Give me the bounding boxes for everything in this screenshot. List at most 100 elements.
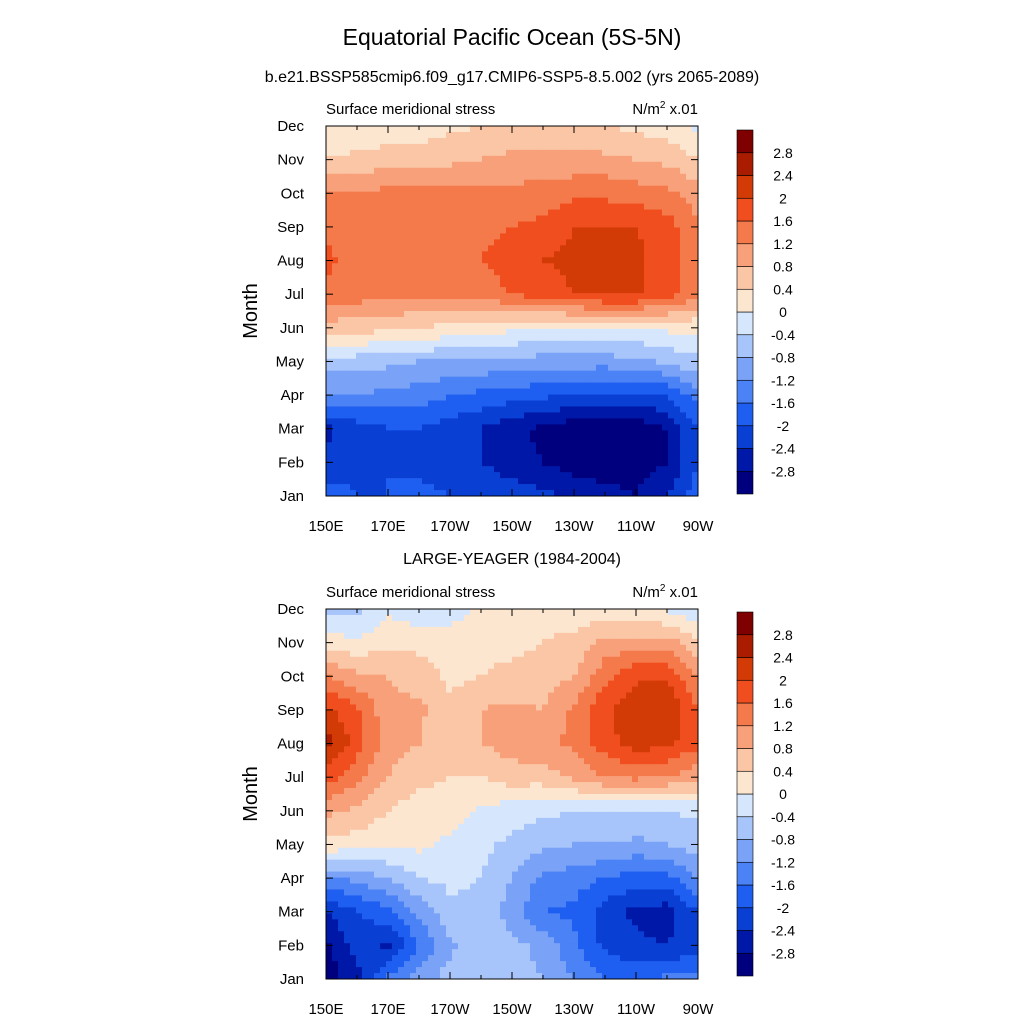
- contour-cell: [626, 364, 633, 372]
- contour-cell: [680, 149, 687, 157]
- contour-cell: [380, 197, 387, 205]
- contour-cell: [686, 692, 693, 700]
- contour-cell: [506, 424, 513, 431]
- contour-cell: [692, 137, 698, 145]
- contour-cell: [488, 197, 495, 205]
- contour-cell: [446, 287, 453, 294]
- contour-cell: [566, 299, 573, 306]
- contour-cell: [494, 155, 501, 163]
- contour-cell: [674, 364, 681, 372]
- contour-cell: [578, 143, 585, 151]
- contour-cell: [542, 316, 549, 324]
- contour-cell: [332, 191, 339, 199]
- contour-cell: [566, 376, 573, 384]
- contour-cell: [518, 233, 525, 240]
- contour-cell: [536, 650, 543, 658]
- contour-cell: [662, 436, 669, 443]
- contour-cell: [536, 322, 543, 330]
- contour-cell: [542, 334, 549, 342]
- contour-cell: [668, 680, 675, 688]
- contour-cell: [356, 269, 363, 276]
- contour-cell: [392, 466, 399, 473]
- contour-cell: [530, 126, 537, 133]
- contour-cell: [332, 376, 339, 384]
- contour-cell: [554, 472, 561, 479]
- contour-cell: [674, 668, 681, 676]
- contour-cell: [344, 626, 351, 634]
- contour-cell: [500, 251, 507, 258]
- contour-cell: [392, 394, 399, 402]
- contour-cell: [398, 382, 405, 390]
- contour-cell: [410, 650, 417, 658]
- contour-cell: [404, 406, 411, 414]
- contour-cell: [560, 454, 567, 461]
- contour-cell: [470, 233, 477, 240]
- contour-cell: [650, 155, 657, 163]
- contour-cell: [338, 233, 345, 240]
- contour-cell: [656, 263, 663, 270]
- contour-cell: [422, 686, 429, 694]
- contour-cell: [572, 251, 579, 258]
- contour-cell: [578, 269, 585, 276]
- contour-cell: [560, 275, 567, 282]
- contour-cell: [404, 233, 411, 240]
- contour-cell: [332, 632, 339, 640]
- contour-cell: [344, 126, 351, 133]
- contour-cell: [524, 161, 531, 169]
- contour-cell: [602, 251, 609, 258]
- contour-cell: [464, 632, 471, 640]
- contour-cell: [446, 430, 453, 437]
- contour-cell: [542, 424, 549, 431]
- contour-cell: [494, 269, 501, 276]
- contour-cell: [494, 245, 501, 252]
- colorbar-swatch: [736, 220, 754, 245]
- contour-cell: [464, 316, 471, 324]
- contour-cell: [626, 269, 633, 276]
- contour-cell: [428, 466, 435, 473]
- contour-cell: [392, 161, 399, 169]
- contour-cell: [602, 227, 609, 235]
- contour-cell: [548, 382, 555, 390]
- contour-cell: [350, 346, 357, 354]
- contour-cell: [380, 632, 387, 640]
- contour-cell: [602, 478, 609, 485]
- contour-cell: [506, 680, 513, 688]
- contour-cell: [338, 316, 345, 324]
- contour-cell: [614, 650, 621, 658]
- contour-cell: [500, 257, 507, 264]
- contour-cell: [638, 293, 645, 300]
- contour-cell: [416, 662, 423, 670]
- contour-cell: [368, 281, 375, 288]
- contour-cell: [422, 245, 429, 252]
- contour-cell: [404, 126, 411, 133]
- contour-cell: [590, 299, 597, 306]
- contour-cell: [428, 346, 435, 354]
- contour-cell: [548, 239, 555, 246]
- contour-cell: [428, 322, 435, 330]
- contour-cell: [440, 620, 447, 628]
- contour-cell: [590, 287, 597, 294]
- contour-cell: [410, 674, 417, 682]
- contour-cell: [626, 322, 633, 330]
- contour-cell: [596, 137, 603, 145]
- contour-cell: [506, 185, 513, 193]
- contour-cell: [650, 478, 657, 485]
- contour-cell: [572, 490, 579, 496]
- contour-cell: [638, 609, 645, 616]
- contour-cell: [602, 209, 609, 217]
- contour-cell: [338, 376, 345, 384]
- contour-cell: [596, 680, 603, 688]
- contour-cell: [674, 346, 681, 354]
- contour-cell: [392, 346, 399, 354]
- contour-cell: [392, 358, 399, 366]
- contour-cell: [422, 406, 429, 414]
- contour-cell: [428, 251, 435, 258]
- contour-cell: [464, 692, 471, 700]
- contour-cell: [404, 704, 411, 712]
- contour-cell: [326, 155, 333, 163]
- contour-cell: [410, 609, 417, 616]
- contour-cell: [380, 614, 387, 622]
- contour-cell: [572, 149, 579, 157]
- contour-cell: [554, 394, 561, 402]
- contour-cell: [476, 436, 483, 443]
